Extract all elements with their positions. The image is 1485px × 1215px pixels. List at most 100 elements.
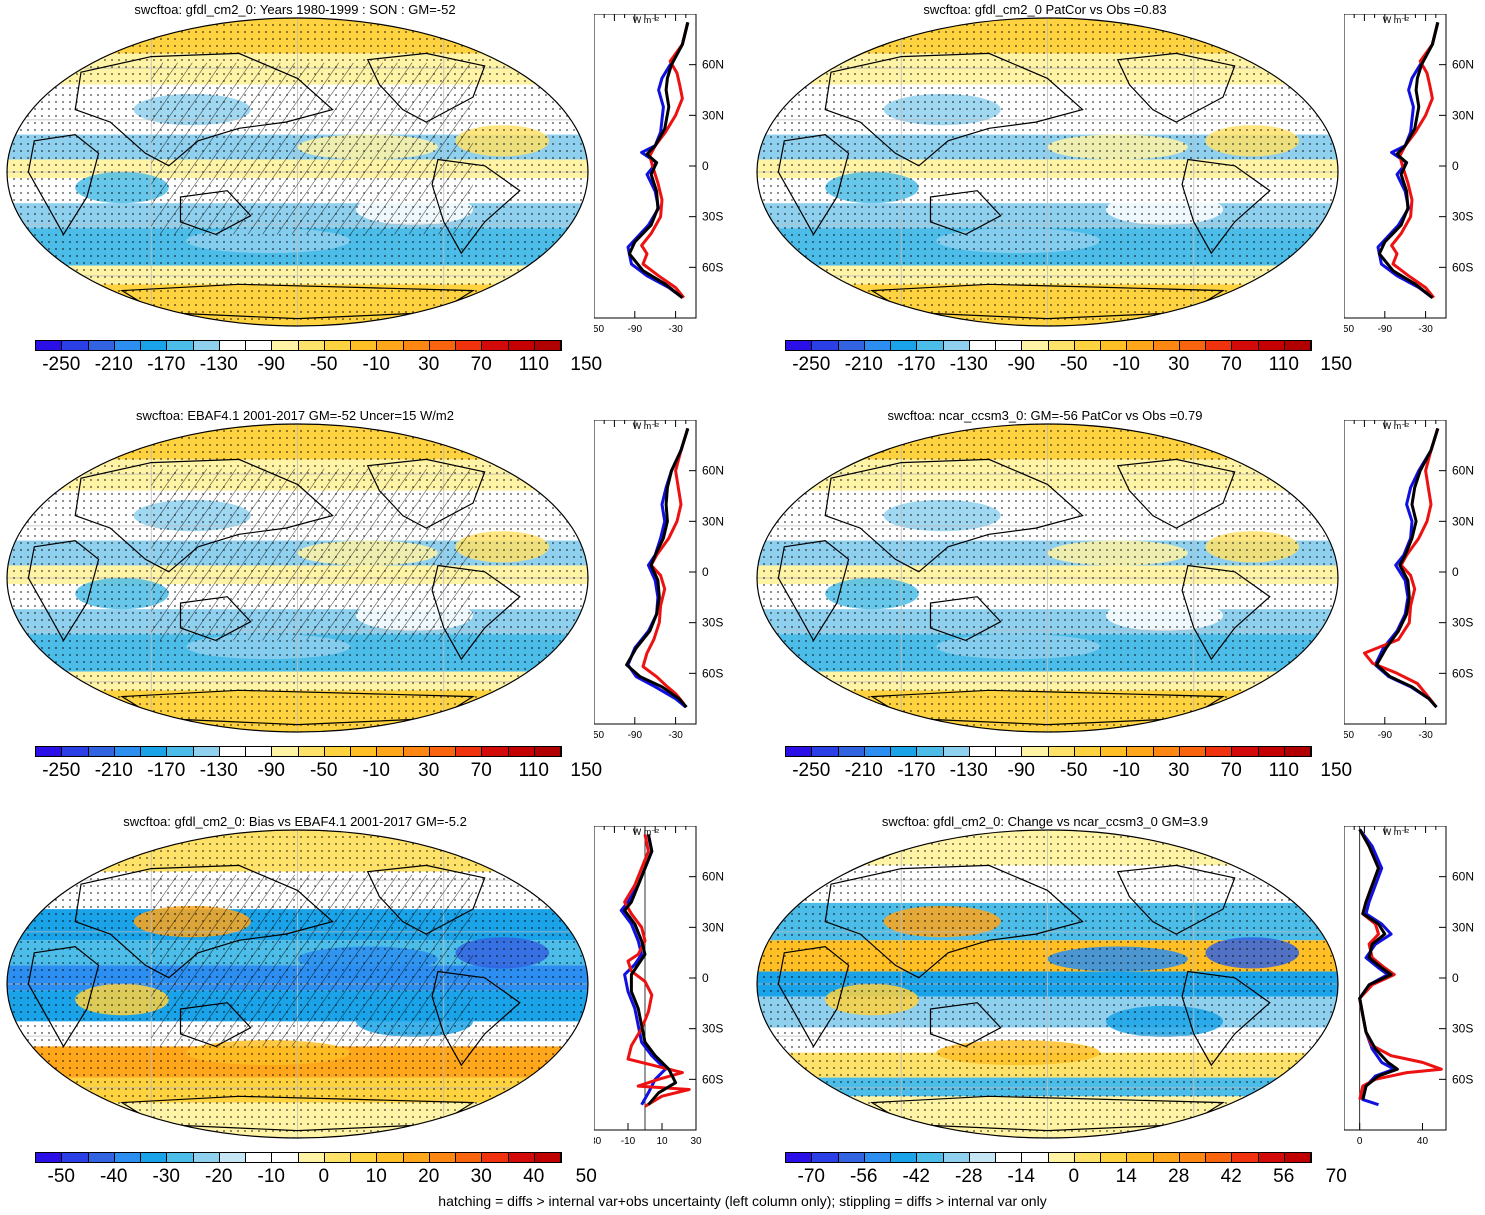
colorbar-tick-label: 14 <box>1115 1166 1137 1187</box>
profile-curve-cmip <box>1358 828 1399 1100</box>
colorbar-swatch <box>482 341 509 350</box>
colorbar-tick-label: -130 <box>949 354 988 375</box>
colorbar-tick-label: -130 <box>199 354 238 375</box>
colorbar-swatch <box>534 747 561 756</box>
colorbar-swatch <box>1179 1153 1206 1162</box>
colorbar-tick-label: -10 <box>362 760 390 781</box>
colorbar-swatch <box>1127 747 1154 756</box>
zonal-mean-profile: W m⁻² 60N 30N 0 30S 60S -150 -90 -30 <box>1334 13 1485 355</box>
colorbar-swatch <box>996 747 1023 756</box>
colorbar-swatch <box>1258 341 1285 350</box>
profile-lat-label: 0 <box>702 159 709 173</box>
profile-x-tick: -90 <box>1378 730 1393 741</box>
coastline <box>179 596 252 642</box>
profile-lat-label: 60S <box>702 260 723 274</box>
map-6 <box>755 828 1340 1140</box>
colorbar-swatch <box>193 341 220 350</box>
colorbar-tick-label: 30 <box>470 1166 492 1187</box>
colorbar-tick-label: 28 <box>1168 1166 1190 1187</box>
colorbar-swatch <box>1179 747 1206 756</box>
profile-curve-obs <box>1390 22 1440 299</box>
colorbar-swatch <box>812 747 839 756</box>
profile-lat-label: 30S <box>1452 616 1473 630</box>
profile-curve-cmip <box>1375 427 1440 709</box>
robinson-map <box>756 17 1339 327</box>
colorbar-labels: -70 -56 -42 -28 -14 0 14 28 42 56 70 <box>785 1166 1347 1188</box>
colorbar-swatch <box>219 341 246 350</box>
profile-curve-obs <box>640 22 690 299</box>
colorbar-tick-label: -210 <box>94 354 133 375</box>
profile-lat-label: 60N <box>702 870 724 884</box>
colorbar-swatch <box>1022 1153 1049 1162</box>
colorbar-swatch <box>1153 1153 1180 1162</box>
coastline <box>777 945 850 1048</box>
coastline <box>824 864 1084 979</box>
profile-x-tick: -30 <box>668 324 683 335</box>
colorbar-swatch <box>403 747 430 756</box>
colorbar-swatch <box>1258 747 1285 756</box>
colorbar-tick-label: -210 <box>844 354 883 375</box>
colorbar-swatch <box>891 1153 918 1162</box>
profile-x-tick: -30 <box>1418 730 1433 741</box>
colorbar-swatch <box>403 341 430 350</box>
map-2 <box>755 16 1340 328</box>
panel-title: swcftoa: ncar_ccsm3_0: GM=-56 PatCor vs … <box>887 408 1203 423</box>
profile-lat-label: 30N <box>702 514 724 528</box>
colorbar-swatch <box>62 1153 89 1162</box>
colorbar-tick-label: -90 <box>257 760 285 781</box>
coastline <box>824 458 1084 573</box>
colorbar-tick-label: -30 <box>152 1166 180 1187</box>
colorbar-labels: -250 -210 -170 -130 -90 -50 -10 30 70 110 150 <box>35 760 602 782</box>
coastline <box>777 539 850 642</box>
profile-unit: W m⁻² <box>1383 15 1409 25</box>
colorbar-tick-label: -10 <box>362 354 390 375</box>
colorbar-tick-label: -50 <box>310 354 338 375</box>
profile-lat-label: 30S <box>1452 210 1473 224</box>
colorbar-swatch <box>943 1153 970 1162</box>
profile-curve-cmip <box>625 427 690 709</box>
map-5 <box>5 828 590 1140</box>
coastline <box>431 158 521 255</box>
colorbar-swatch <box>219 1153 246 1162</box>
colorbar-swatch <box>508 747 535 756</box>
profile-lat-label: 30N <box>1452 920 1474 934</box>
colorbar-swatch <box>36 341 63 350</box>
profile-unit: W m⁻² <box>633 827 659 837</box>
profile-curve-obs <box>623 834 691 1108</box>
profile-unit: W m⁻² <box>1383 827 1409 837</box>
coastline <box>929 1002 1002 1048</box>
profile-lat-label: 30N <box>1452 514 1474 528</box>
panel-title: swcftoa: gfdl_cm2_0 PatCor vs Obs =0.83 <box>923 2 1167 17</box>
colorbar-labels: -250 -210 -170 -130 -90 -50 -10 30 70 110 150 <box>35 354 602 376</box>
colorbar-swatch <box>943 747 970 756</box>
map-4 <box>755 422 1340 734</box>
colorbar-tick-label: -170 <box>147 354 186 375</box>
colorbar-tick-label: 0 <box>1068 1166 1080 1187</box>
colorbar-swatch <box>219 747 246 756</box>
colorbar-tick-label: -250 <box>792 760 831 781</box>
colorbar-swatch <box>1284 1153 1311 1162</box>
robinson-map <box>756 829 1339 1139</box>
profile-lat-label: 60N <box>1452 870 1474 884</box>
colorbar-tick-label: 56 <box>1273 1166 1295 1187</box>
colorbar-swatch <box>351 1153 378 1162</box>
colorbar-tick-label: 30 <box>1168 354 1190 375</box>
colorbar-swatch <box>272 747 299 756</box>
coastline <box>27 945 100 1048</box>
coastline <box>431 970 521 1067</box>
profile-curve-cmip <box>623 834 678 1106</box>
profile-lat-label: 0 <box>702 971 709 985</box>
profile-lat-label: 0 <box>702 565 709 579</box>
colorbar-tick-label: -10 <box>1112 760 1140 781</box>
colorbar-tick-label: 150 <box>570 760 603 781</box>
profile-lat-label: 30N <box>702 108 724 122</box>
panel-title: swcftoa: gfdl_cm2_0: Change vs ncar_ccsm… <box>881 814 1209 829</box>
colorbar-tick-label: 110 <box>518 354 549 375</box>
profile-x-tick: -30 <box>594 1136 602 1147</box>
coastline <box>1116 864 1236 935</box>
colorbar-tick-label: 110 <box>518 760 549 781</box>
colorbar-swatch <box>969 341 996 350</box>
profile-curve-cmip <box>627 22 690 299</box>
robinson-map <box>6 423 589 733</box>
profile-x-tick: 0 <box>1357 1136 1363 1147</box>
